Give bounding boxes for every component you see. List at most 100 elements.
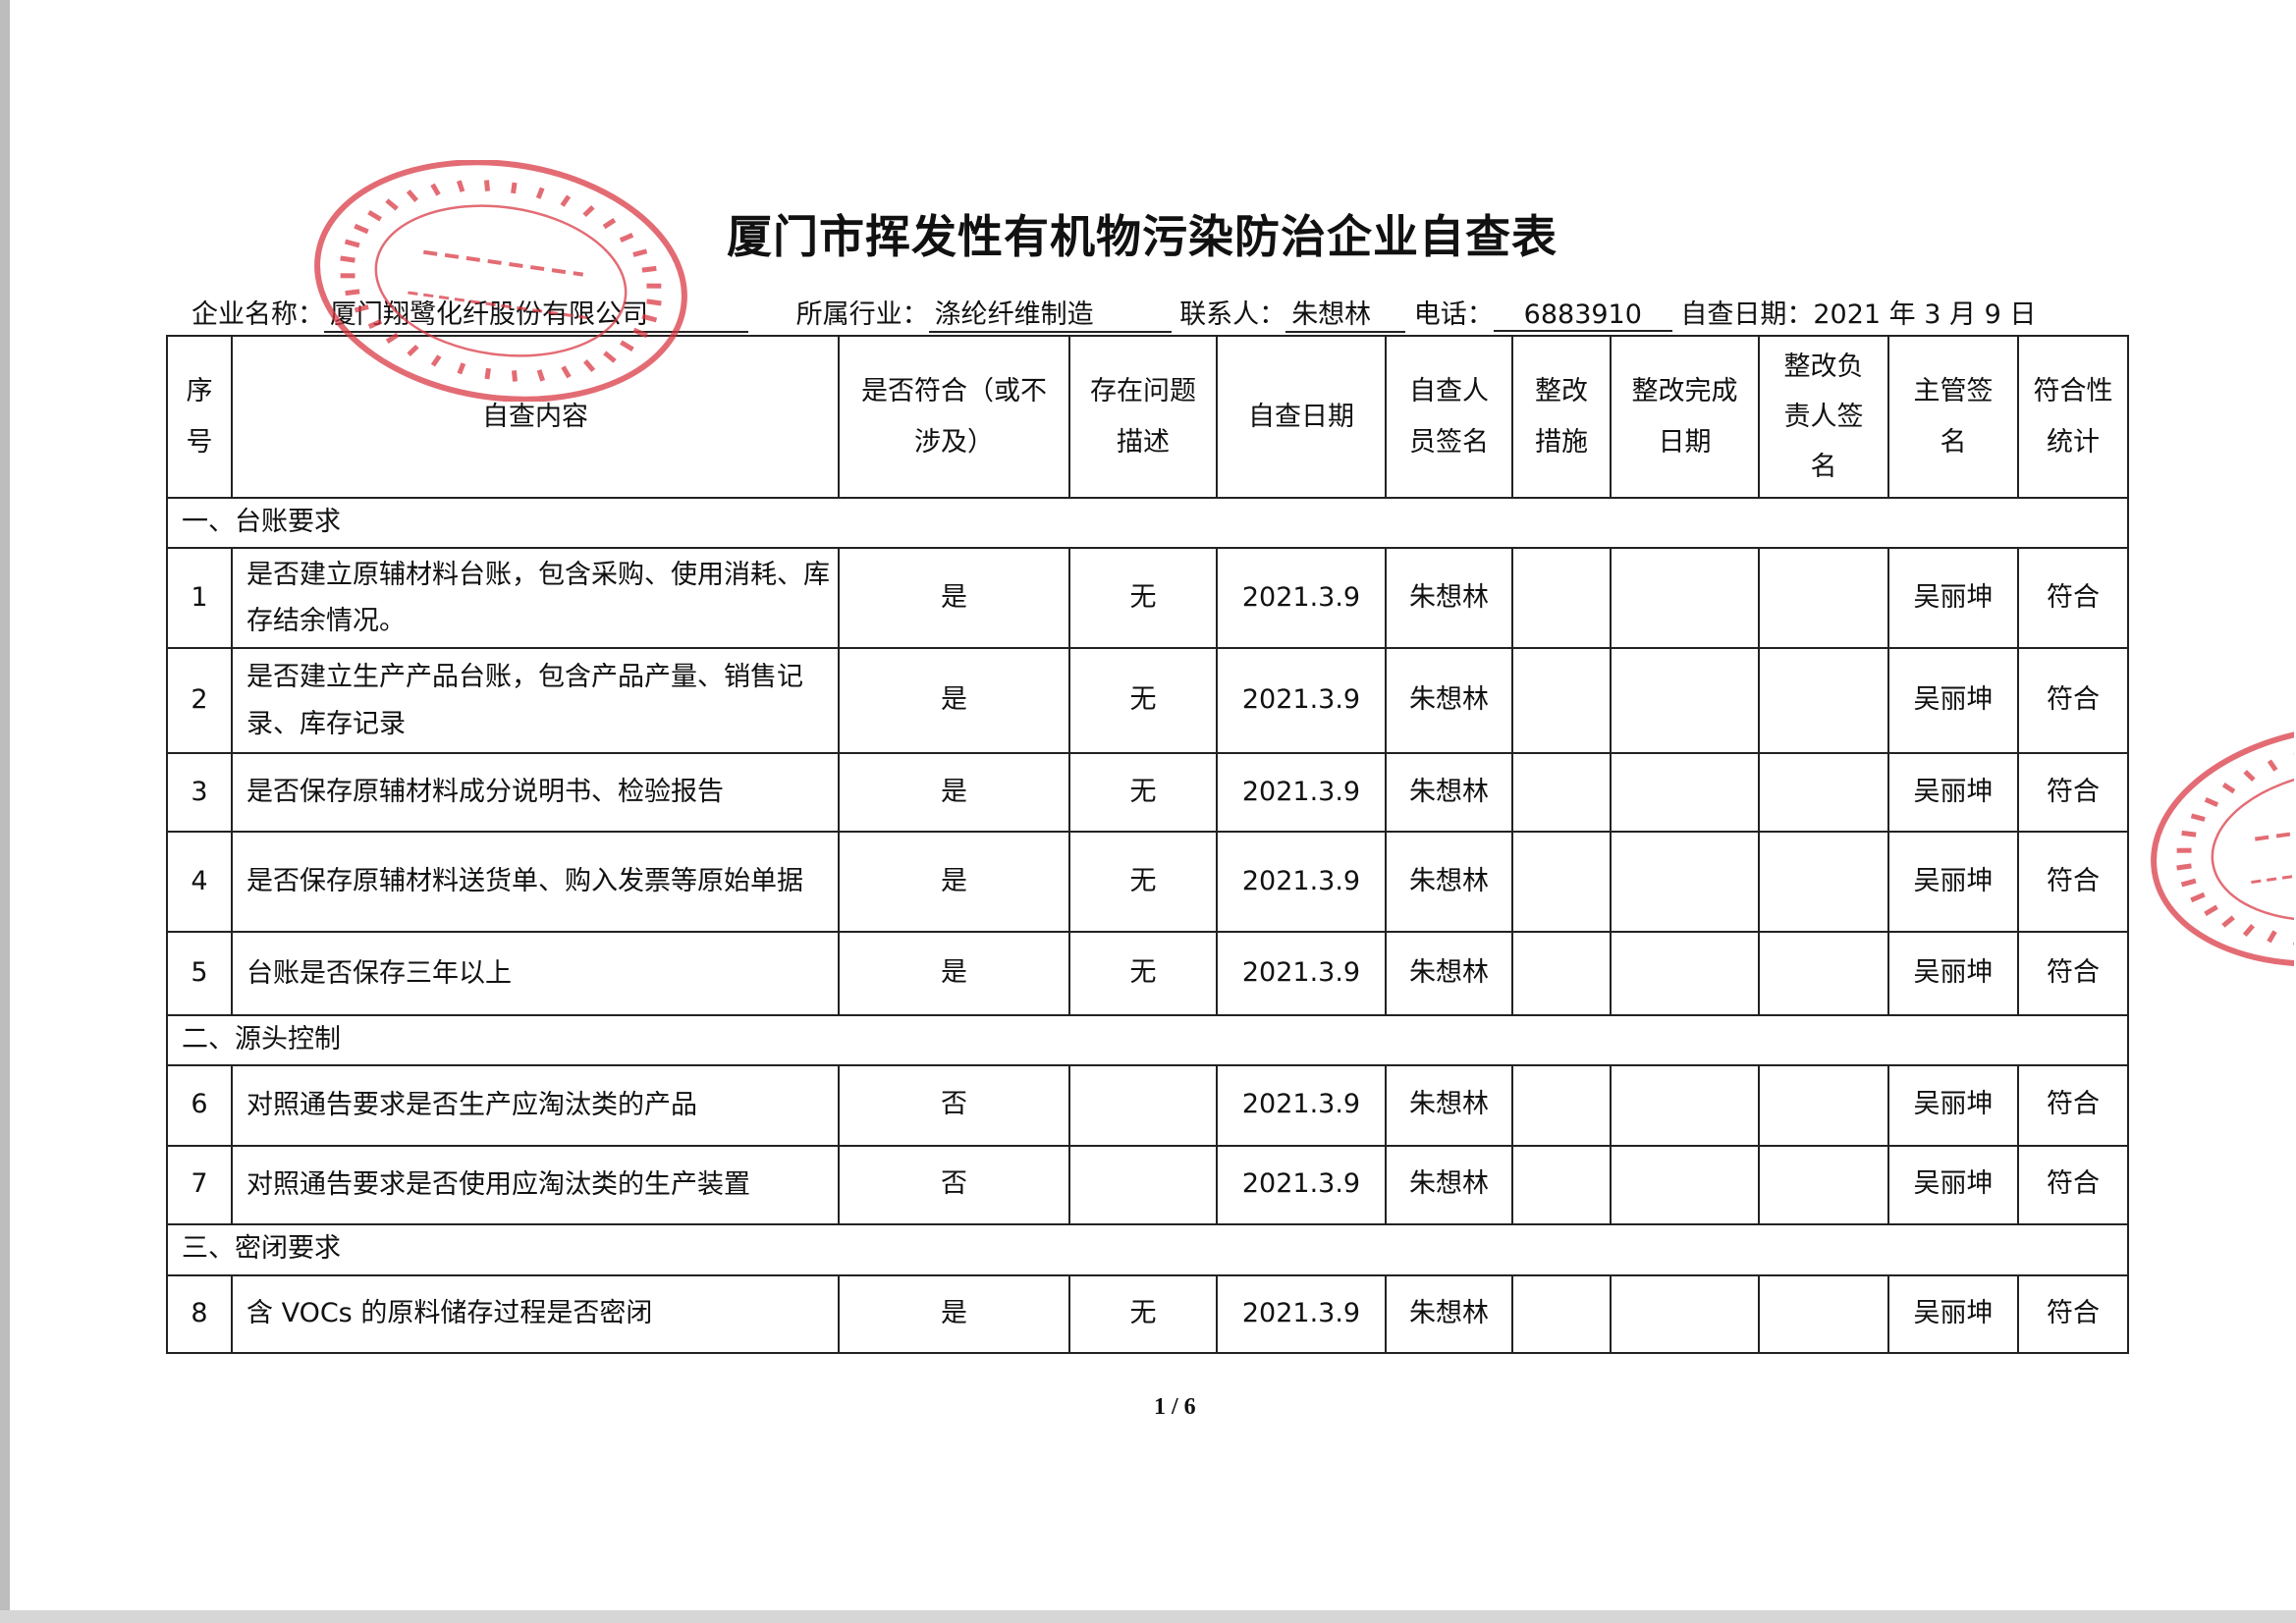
cell-comply: 是 [838, 831, 1070, 933]
cell-finish-date [1610, 1144, 1760, 1225]
cell-content: 含 VOCs 的原料储存过程是否密闭 [231, 1273, 840, 1354]
cell-date: 2021.3.9 [1216, 752, 1387, 833]
header-issue: 存在问题描述 [1068, 335, 1218, 499]
table-row: 7 对照通告要求是否使用应淘汰类的生产装置否 2021.3.9 朱想林 吴丽坤 符合 [166, 1144, 2129, 1225]
scan-edge-bottom [0, 1610, 2296, 1623]
page-title: 厦门市挥发性有机物污染防治企业自查表 [727, 210, 1558, 263]
cell-supervisor: 吴丽坤 [1887, 547, 2019, 649]
cell-issue: 无 [1068, 752, 1218, 833]
cell-stat: 符合 [2017, 647, 2129, 754]
scan-edge [0, 0, 10, 1623]
cell-no: 7 [166, 1144, 233, 1225]
industry-label: 所属行业： [795, 299, 929, 330]
section-row: 一、台账要求 [166, 497, 2129, 549]
cell-date: 2021.3.9 [1216, 831, 1387, 933]
company-label: 企业名称： [191, 299, 324, 330]
cell-issue: 无 [1068, 931, 1218, 1016]
header-inspector: 自查人员签名 [1385, 335, 1513, 499]
cell-date: 2021.3.9 [1216, 647, 1387, 754]
cell-measure [1511, 752, 1612, 833]
cell-finish-date [1610, 547, 1760, 649]
cell-inspector: 朱想林 [1385, 1063, 1513, 1147]
cell-stat: 符合 [2017, 831, 2129, 933]
contact-value: 朱想林 [1285, 293, 1406, 333]
cell-inspector: 朱想林 [1385, 1273, 1513, 1354]
cell-measure [1511, 931, 1612, 1016]
cell-no: 1 [166, 547, 233, 649]
cell-issue: 无 [1068, 831, 1218, 933]
cell-supervisor: 吴丽坤 [1887, 647, 2019, 754]
cell-measure [1511, 547, 1612, 649]
cell-content: 对照通告要求是否使用应淘汰类的生产装置 [231, 1144, 840, 1225]
cell-issue [1068, 1144, 1218, 1225]
cell-finish-date [1610, 647, 1760, 754]
table-row: 4 是否保存原辅材料送货单、购入发票等原始单据是无 2021.3.9 朱想林 吴丽坤 符合 [166, 831, 2129, 933]
info-line: 企业名称： 厦门翔鹭化纤股份有限公司 所属行业： 涤纶纤维制造 联系人： 朱想林 电话… [191, 293, 2036, 333]
cell-issue: 无 [1068, 647, 1218, 754]
header-measure: 整改措施 [1511, 335, 1612, 499]
cell-measure [1511, 831, 1612, 933]
cell-comply: 是 [838, 752, 1070, 833]
cell-inspector: 朱想林 [1385, 831, 1513, 933]
cell-stat: 符合 [2017, 1063, 2129, 1147]
cell-content: 台账是否保存三年以上 [231, 931, 840, 1016]
cell-measure [1511, 1273, 1612, 1354]
cell-content: 是否保存原辅材料送货单、购入发票等原始单据 [231, 831, 840, 933]
section-row: 二、源头控制 [166, 1014, 2129, 1066]
section-title: 二、源头控制 [166, 1014, 2129, 1066]
cell-content: 对照通告要求是否生产应淘汰类的产品 [231, 1063, 840, 1147]
cell-inspector: 朱想林 [1385, 647, 1513, 754]
cell-inspector: 朱想林 [1385, 931, 1513, 1016]
cell-comply: 否 [838, 1063, 1070, 1147]
cell-finish-date [1610, 1273, 1760, 1354]
cell-comply: 否 [838, 1144, 1070, 1225]
cell-finish-date [1610, 752, 1760, 833]
cell-supervisor: 吴丽坤 [1887, 752, 2019, 833]
contact-label: 联系人： [1179, 299, 1286, 330]
cell-date: 2021.3.9 [1216, 1273, 1387, 1354]
cell-stat: 符合 [2017, 1144, 2129, 1225]
cell-inspector: 朱想林 [1385, 1144, 1513, 1225]
cell-inspector: 朱想林 [1385, 752, 1513, 833]
cell-issue: 无 [1068, 1273, 1218, 1354]
phone-label: 电话： [1413, 299, 1494, 330]
inspection-table: 序号 自查内容 是否符合（或不涉及） 存在问题描述 自查日期 自查人员签名 整改措施 整改完成… [166, 335, 2129, 1354]
header-owner: 整改负责人签名 [1758, 335, 1889, 499]
cell-no: 8 [166, 1273, 233, 1354]
cell-owner [1758, 1273, 1889, 1354]
cell-owner [1758, 752, 1889, 833]
table-row: 2 是否建立生产产品台账，包含产品产量、销售记录、库存记录是无 2021.3.9 朱想… [166, 647, 2129, 754]
header-content: 自查内容 [231, 335, 840, 499]
cell-measure [1511, 1144, 1612, 1225]
cell-content: 是否保存原辅材料成分说明书、检验报告 [231, 752, 840, 833]
header-stat: 符合性统计 [2017, 335, 2129, 499]
table-row: 6 对照通告要求是否生产应淘汰类的产品否 2021.3.9 朱想林 吴丽坤 符合 [166, 1063, 2129, 1147]
cell-owner [1758, 547, 1889, 649]
phone-value: 6883910 [1493, 299, 1672, 332]
cell-date: 2021.3.9 [1216, 1063, 1387, 1147]
cell-owner [1758, 831, 1889, 933]
cell-measure [1511, 647, 1612, 754]
cell-comply: 是 [838, 931, 1070, 1016]
cell-supervisor: 吴丽坤 [1887, 831, 2019, 933]
section-row: 三、密闭要求 [166, 1222, 2129, 1276]
header-supervisor: 主管签名 [1887, 335, 2019, 499]
cell-supervisor: 吴丽坤 [1887, 1063, 2019, 1147]
cell-supervisor: 吴丽坤 [1887, 931, 2019, 1016]
cell-content: 是否建立生产产品台账，包含产品产量、销售记录、库存记录 [231, 647, 840, 754]
cell-supervisor: 吴丽坤 [1887, 1144, 2019, 1225]
company-seal [314, 160, 687, 402]
cell-inspector: 朱想林 [1385, 547, 1513, 649]
cell-date: 2021.3.9 [1216, 547, 1387, 649]
cell-content: 是否建立原辅材料台账，包含采购、使用消耗、库存结余情况。 [231, 547, 840, 649]
header-no: 序号 [166, 335, 233, 499]
header-date: 自查日期 [1216, 335, 1387, 499]
cell-issue: 无 [1068, 547, 1218, 649]
cell-owner [1758, 1063, 1889, 1147]
cell-no: 3 [166, 752, 233, 833]
cell-stat: 符合 [2017, 931, 2129, 1016]
cell-owner [1758, 931, 1889, 1016]
section-title: 一、台账要求 [166, 497, 2129, 549]
cell-comply: 是 [838, 1273, 1070, 1354]
cell-no: 6 [166, 1063, 233, 1147]
